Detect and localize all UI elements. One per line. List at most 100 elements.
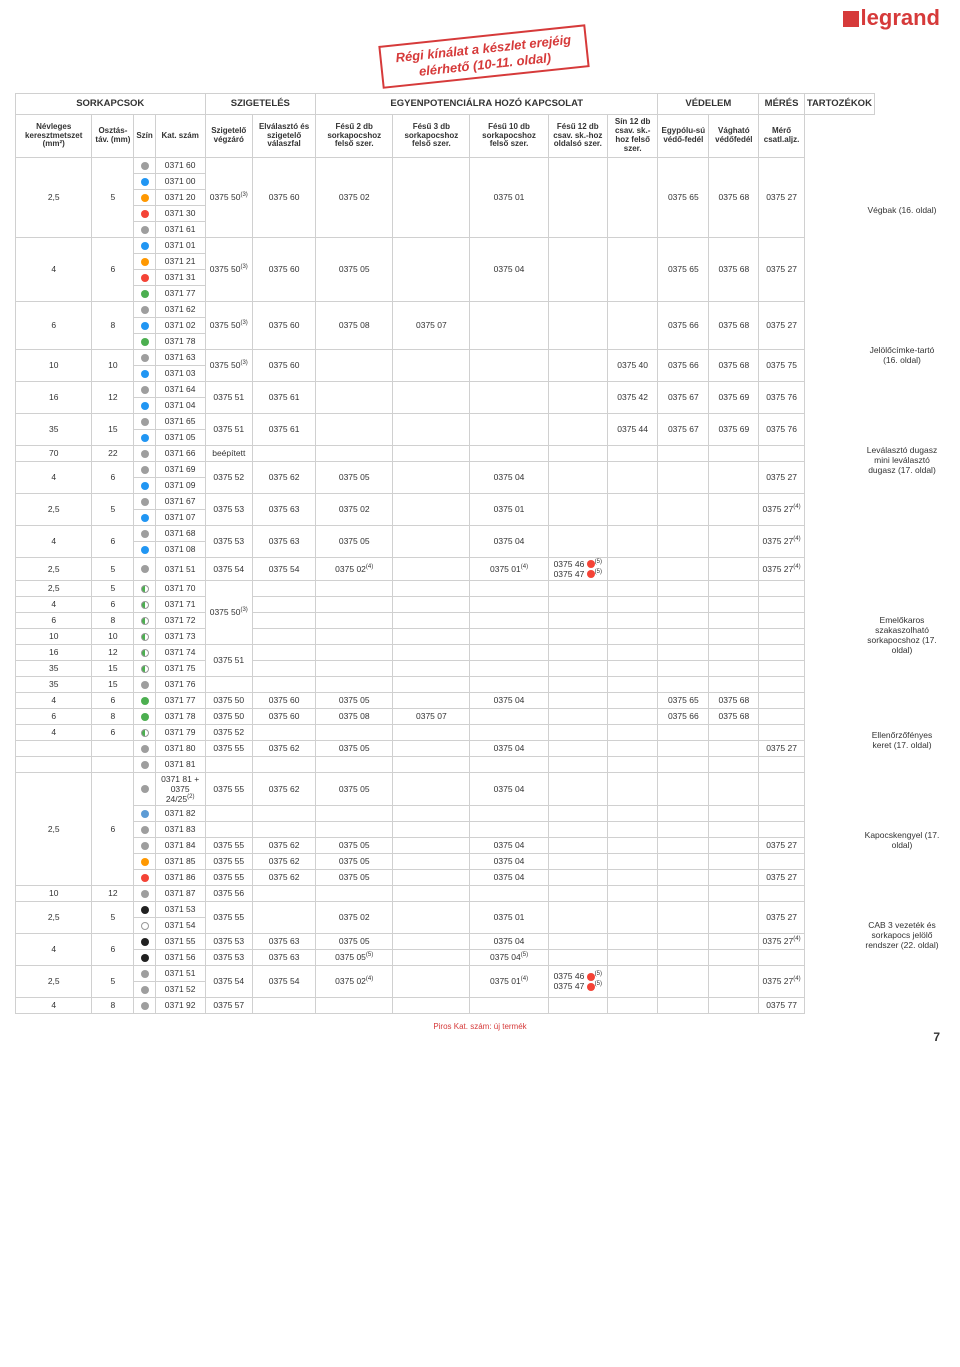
- color-dot: [134, 724, 155, 740]
- value-cell: 0375 65: [658, 157, 709, 237]
- value-cell: [607, 821, 657, 837]
- table-row: 16120371 740375 51: [16, 644, 875, 660]
- value-cell: 0375 04: [470, 853, 548, 869]
- catalog-number: 0371 87: [155, 885, 205, 901]
- value-cell: [658, 933, 709, 949]
- color-dot: [134, 509, 155, 525]
- table-row: 0371 81: [16, 756, 875, 772]
- value-cell: [548, 933, 607, 949]
- value-cell: [658, 853, 709, 869]
- catalog-number: 0371 64: [155, 381, 205, 397]
- table-row: 460371 550375 530375 630375 050375 04037…: [16, 933, 875, 949]
- color-dot: [134, 253, 155, 269]
- table-row: 0371 840375 550375 620375 050375 040375 …: [16, 837, 875, 853]
- table-row: 2,550371 510375 540375 540375 02(4)0375 …: [16, 965, 875, 981]
- value-cell: 0375 63: [253, 525, 316, 557]
- value-cell: [658, 997, 709, 1013]
- color-dot: [134, 205, 155, 221]
- catalog-number: 0371 31: [155, 269, 205, 285]
- value-cell: [470, 805, 548, 821]
- value-cell: [316, 997, 393, 1013]
- catalog-number: 0371 75: [155, 660, 205, 676]
- value-cell: [548, 349, 607, 381]
- color-dot: [134, 301, 155, 317]
- value-cell: [658, 557, 709, 580]
- catalog-number: 0371 84: [155, 837, 205, 853]
- value-cell: [759, 724, 804, 740]
- value-cell: [548, 445, 607, 461]
- color-dot: [134, 740, 155, 756]
- value-cell: [316, 580, 393, 596]
- value-cell: [607, 901, 657, 933]
- value-cell: 0375 04(5): [470, 949, 548, 965]
- catalog-number: 0371 62: [155, 301, 205, 317]
- color-dot: [134, 885, 155, 901]
- cell-pitch: [92, 740, 134, 756]
- value-cell: 0375 46 (5)0375 47 (5): [548, 965, 607, 997]
- value-cell: [709, 869, 759, 885]
- value-cell: 0375 55: [205, 901, 253, 933]
- value-cell: [316, 381, 393, 413]
- color-dot: [134, 557, 155, 580]
- value-cell: [658, 821, 709, 837]
- value-cell: [759, 596, 804, 612]
- value-cell: [607, 557, 657, 580]
- cell-pitch: 15: [92, 676, 134, 692]
- cell-mm: 4: [16, 525, 92, 557]
- value-cell: 0375 63: [253, 493, 316, 525]
- value-cell: [709, 949, 759, 965]
- value-cell: 0375 04: [470, 740, 548, 756]
- cell-mm: 4: [16, 237, 92, 301]
- value-cell: 0375 50: [205, 708, 253, 724]
- value-cell: 0375 04: [470, 869, 548, 885]
- value-cell: 0375 54: [253, 557, 316, 580]
- color-dot: [134, 525, 155, 541]
- color-dot: [134, 493, 155, 509]
- value-cell: [658, 612, 709, 628]
- color-dot: [134, 317, 155, 333]
- value-cell: 0375 62: [253, 869, 316, 885]
- value-cell: 0375 62: [253, 853, 316, 869]
- value-cell: [658, 644, 709, 660]
- value-cell: 0375 57: [205, 997, 253, 1013]
- value-cell: [393, 692, 470, 708]
- value-cell: [470, 381, 548, 413]
- value-cell: 0375 55: [205, 740, 253, 756]
- value-cell: 0375 27(4): [759, 933, 804, 949]
- catalog-number: 0371 67: [155, 493, 205, 509]
- value-cell: 0375 65: [658, 237, 709, 301]
- color-dot: [134, 756, 155, 772]
- cell-mm: 16: [16, 644, 92, 660]
- value-cell: [253, 676, 316, 692]
- catalog-number: 0371 77: [155, 285, 205, 301]
- table-row: 680371 620375 50(3)0375 600375 080375 07…: [16, 301, 875, 317]
- value-cell: [316, 628, 393, 644]
- column-header: Mérő csatl.aljz.: [759, 115, 804, 157]
- value-cell: [393, 525, 470, 557]
- color-dot: [134, 772, 155, 805]
- cell-mm: 4: [16, 461, 92, 493]
- value-cell: [548, 708, 607, 724]
- value-cell: [607, 301, 657, 349]
- value-cell: [709, 580, 759, 596]
- color-dot: [134, 901, 155, 917]
- footer-note: Piros Kat. szám: új termék: [15, 1022, 945, 1031]
- cell-mm: 10: [16, 885, 92, 901]
- value-cell: [759, 692, 804, 708]
- catalog-number: 0371 81 + 0375 24/25(2): [155, 772, 205, 805]
- catalog-number: 0371 01: [155, 237, 205, 253]
- table-row: 0371 860375 550375 620375 050375 040375 …: [16, 869, 875, 885]
- color-dot: [134, 541, 155, 557]
- value-cell: 0375 05: [316, 525, 393, 557]
- value-cell: 0375 04: [470, 772, 548, 805]
- catalog-number: 0371 03: [155, 365, 205, 381]
- value-cell: 0375 55: [205, 869, 253, 885]
- catalog-number: 0371 04: [155, 397, 205, 413]
- value-cell: 0375 01(4): [470, 965, 548, 997]
- value-cell: 0375 55: [205, 772, 253, 805]
- value-cell: [607, 772, 657, 805]
- value-cell: [393, 949, 470, 965]
- value-cell: 0375 66: [658, 708, 709, 724]
- cell-mm: 10: [16, 628, 92, 644]
- column-header: Sín 12 db csav. sk.-hoz felső szer.: [607, 115, 657, 157]
